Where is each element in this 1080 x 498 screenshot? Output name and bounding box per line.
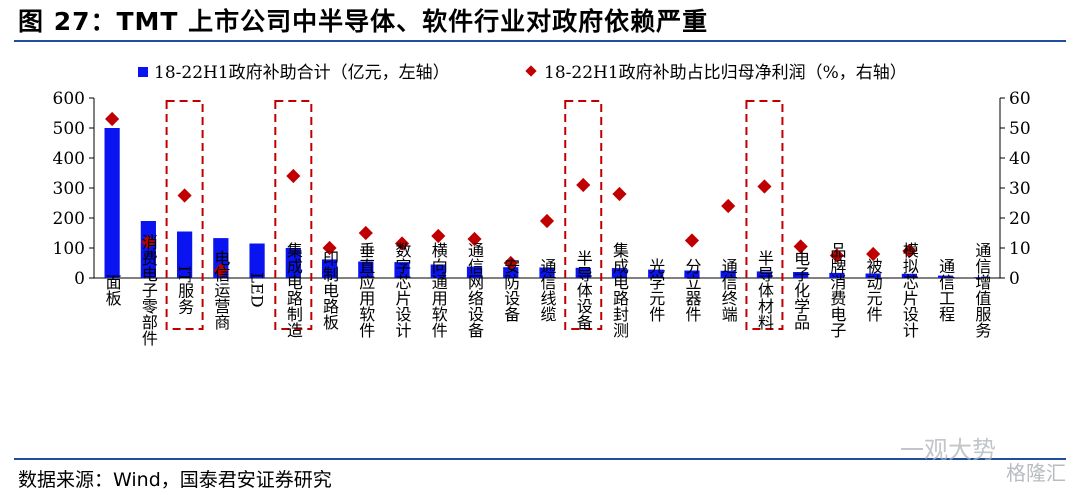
bar: [901, 273, 918, 278]
x-tick-label: 被动元件: [864, 258, 883, 322]
watermark-right: 格隆汇: [1006, 461, 1066, 485]
legend-bar-label: 18-22H1政府补助合计（亿元，左轴）: [154, 63, 450, 83]
marker-point: [358, 225, 373, 241]
x-tick-label: IT服务: [175, 266, 194, 316]
bar: [539, 267, 555, 278]
chart: 18-22H1政府补助合计（亿元，左轴） 18-22H1政府补助占比归母净利润（%…: [53, 63, 1031, 346]
y-left-tick-label: 600: [53, 89, 85, 109]
x-tick-label: 集成电路封测: [610, 242, 629, 339]
x-tick-label: 电信运营商: [211, 250, 230, 330]
bar: [865, 273, 881, 278]
x-tick-label: 通信工程: [936, 258, 955, 322]
x-tick-label: 安防设备: [501, 258, 520, 322]
y-right-tick-label: 20: [1009, 209, 1031, 229]
x-tick-label: 通信增值服务: [972, 242, 991, 339]
marker-point: [612, 186, 627, 202]
x-tick-label: 品牌消费电子: [827, 242, 846, 338]
marker-point: [177, 188, 192, 203]
marker-point: [721, 198, 736, 214]
x-tick-label: 半导体材料: [755, 250, 774, 330]
bar: [430, 264, 446, 278]
x-tick-label: 电子化学品: [791, 250, 810, 330]
y-right-tick-label: 10: [1009, 239, 1031, 259]
bar: [321, 259, 338, 278]
x-tick-label: 半导体设备: [574, 250, 593, 330]
bar: [648, 269, 664, 278]
marker-point: [394, 236, 410, 251]
highlight-box: [745, 100, 784, 330]
bar: [285, 248, 301, 278]
footer-rule: [14, 458, 1066, 460]
x-tick-label: 分立器件: [682, 258, 701, 322]
x-tick-label: LED: [248, 272, 267, 307]
bar: [720, 270, 736, 278]
y-left-tick-label: 400: [53, 149, 85, 169]
bar: [358, 261, 374, 278]
marker-point: [322, 240, 337, 256]
x-tick-label: 通信线缆: [538, 258, 557, 322]
bar: [140, 221, 156, 278]
x-tick-label: 通信网络设备: [465, 242, 484, 338]
bar: [104, 128, 120, 278]
watermark-left: 一观大势: [900, 436, 996, 464]
x-tick-label: 印制电路板: [320, 250, 339, 330]
marker-point: [829, 248, 844, 263]
bar: [575, 267, 591, 278]
x-tick-label: 数字芯片设计: [393, 242, 412, 338]
title-rule: [14, 40, 1066, 42]
x-tick-label: 横向通用软件: [429, 242, 448, 338]
x-tick-label: 垂直应用软件: [356, 242, 375, 338]
highlight-box: [274, 100, 313, 330]
x-tick-label: 光学元件: [646, 258, 665, 322]
x-tick-label: 面板: [103, 274, 122, 306]
page-title: 图 27：TMT 上市公司中半导体、软件行业对政府依赖严重: [18, 7, 709, 36]
bar: [793, 272, 809, 278]
x-tick-label: 通信终端: [719, 258, 738, 322]
bar: [611, 268, 628, 278]
marker-point: [286, 168, 301, 184]
marker-point: [576, 177, 591, 193]
bar: [394, 262, 410, 278]
x-tick-label: 消费电子零部件: [139, 234, 158, 346]
y-left-tick-label: 300: [53, 179, 85, 199]
highlight-box: [564, 100, 603, 330]
marker-point: [902, 243, 917, 259]
marker-point: [757, 179, 772, 194]
y-left-tick-label: 100: [53, 239, 85, 259]
highlight-box: [165, 100, 204, 330]
y-right-tick-label: 30: [1009, 179, 1031, 199]
legend-marker-label: 18-22H1政府补助占比归母净利润（%，右轴）: [544, 63, 907, 83]
legend-bar-swatch: [138, 67, 148, 77]
bar: [974, 277, 990, 278]
y-left-tick-label: 200: [53, 209, 85, 229]
source-note: 数据来源：Wind，国泰君安证券研究: [18, 469, 332, 491]
bar: [756, 271, 773, 278]
bar: [466, 266, 483, 278]
y-right-tick-label: 0: [1009, 269, 1020, 289]
marker-point: [431, 228, 446, 244]
marker-point: [213, 263, 228, 278]
bar: [684, 270, 700, 278]
y-right-tick-label: 50: [1009, 119, 1031, 139]
marker-point: [141, 234, 156, 250]
y-left-tick-label: 500: [53, 119, 85, 139]
marker-point: [684, 233, 700, 248]
bar: [249, 243, 265, 278]
legend-marker-swatch: [525, 65, 537, 77]
y-right-tick-label: 60: [1009, 89, 1031, 109]
marker-point: [539, 213, 555, 229]
marker-point: [503, 255, 518, 271]
y-left-tick-label: 0: [74, 269, 85, 289]
marker-point: [793, 239, 808, 254]
bar: [938, 275, 954, 278]
bar: [503, 267, 519, 278]
marker-point: [467, 231, 482, 247]
marker-point: [866, 246, 881, 262]
marker-point: [105, 111, 120, 127]
bar: [829, 272, 845, 278]
x-tick-label: 模拟芯片设计: [900, 242, 919, 338]
y-right-tick-label: 40: [1009, 149, 1031, 169]
x-tick-label: 集成电路制造: [284, 242, 303, 338]
bar: [176, 231, 193, 278]
